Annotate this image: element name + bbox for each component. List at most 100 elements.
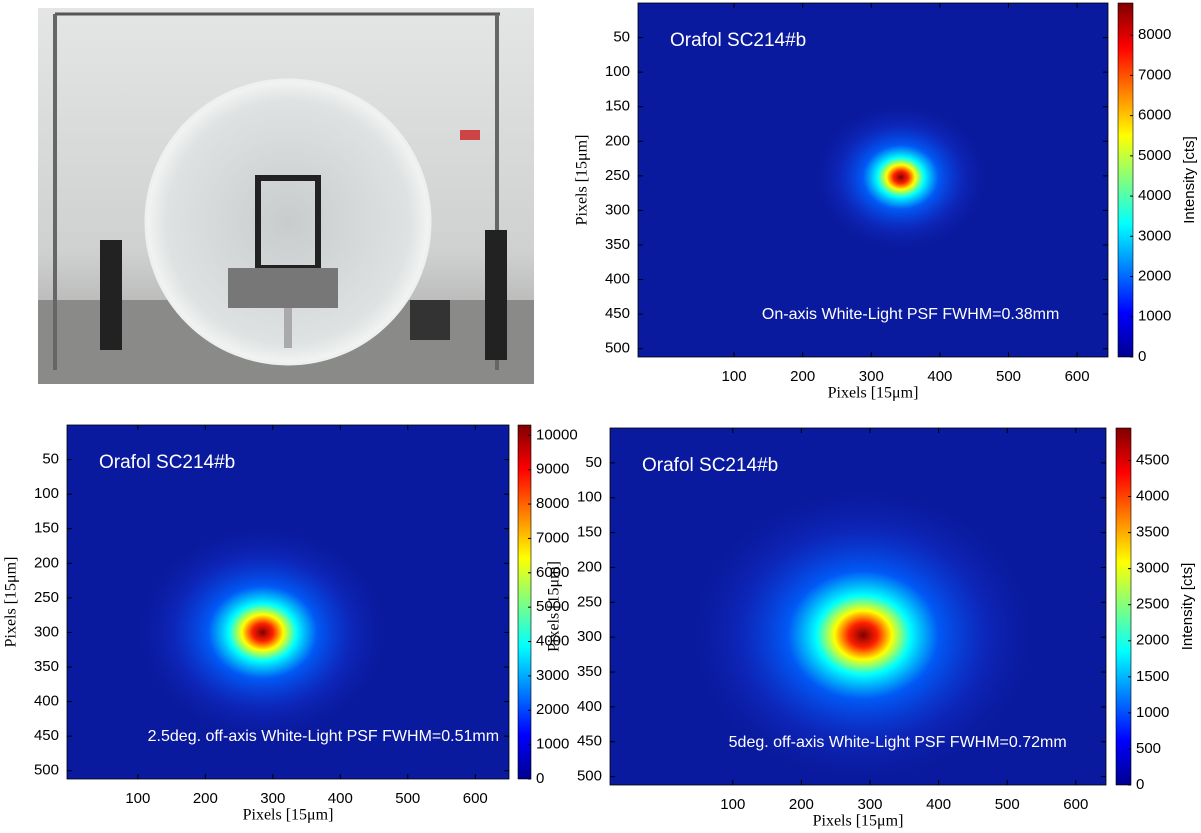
photo xyxy=(38,8,534,384)
psf-spot xyxy=(811,101,991,254)
y-tick-label: 150 xyxy=(605,98,630,115)
y-tick-label: 250 xyxy=(605,167,630,184)
y-tick-label: 400 xyxy=(577,698,602,715)
figure: 1002003004005006005010015020025030035040… xyxy=(0,0,1201,833)
colorbar-tick-label: 7000 xyxy=(536,529,569,546)
colorbar-tick-label: 4500 xyxy=(1136,451,1169,468)
colorbar-tick-label: 2000 xyxy=(1136,632,1169,649)
x-tick-label: 200 xyxy=(193,790,218,807)
annotation-note: On-axis White-Light PSF FWHM=0.38mm xyxy=(762,306,1059,323)
x-tick-label: 200 xyxy=(790,368,815,385)
x-tick-label: 600 xyxy=(463,790,488,807)
y-tick-label: 250 xyxy=(34,589,59,606)
colorbar-tick-label: 1500 xyxy=(1136,668,1169,685)
y-tick-label: 500 xyxy=(34,762,59,779)
colorbar-tick-label: 3000 xyxy=(536,667,569,684)
heatmap-panel: 100 200 300 400 500 600 50 100 150 200 250 300 350 40… xyxy=(574,3,1198,402)
colorbar-tick-label: 1000 xyxy=(1136,704,1169,721)
colorbar-tick-label: 500 xyxy=(1136,740,1161,757)
colorbar-tick-label: 2000 xyxy=(1138,268,1171,285)
x-tick-label: 300 xyxy=(857,796,882,813)
y-tick-label: 100 xyxy=(577,489,602,506)
annotation: Orafol SC214#b xyxy=(642,455,778,476)
page: {"chart_data": [ {"type": "heatmap", "an… xyxy=(0,0,1201,833)
y-tick-label: 100 xyxy=(34,485,59,502)
colorbar-tick-label: 0 xyxy=(1136,776,1144,793)
y-tick-label: 450 xyxy=(577,733,602,750)
y-tick-label: 400 xyxy=(605,271,630,288)
annotation: Orafol SC214#b xyxy=(99,452,235,473)
plot-area xyxy=(811,101,991,254)
x-tick-label: 600 xyxy=(1065,368,1090,385)
x-axis-label: Pixels [15μm] xyxy=(243,807,334,824)
colorbar-tick-label: 0 xyxy=(1138,348,1146,365)
annotation-note: 2.5deg. off-axis White-Light PSF FWHM=0.… xyxy=(148,728,499,745)
colorbar-tick-label: 1000 xyxy=(536,736,569,753)
x-tick-label: 300 xyxy=(260,790,285,807)
colorbar-tick-label: 6000 xyxy=(1138,107,1171,124)
x-axis-label: Pixels [15μm] xyxy=(828,385,919,402)
y-tick-label: 200 xyxy=(577,558,602,575)
colorbar-tick-label: 8000 xyxy=(1138,26,1171,43)
colorbar xyxy=(1118,3,1133,357)
colorbar xyxy=(1116,428,1131,785)
psf-spot xyxy=(133,522,393,743)
plot-area xyxy=(133,522,393,743)
x-tick-label: 100 xyxy=(722,368,747,385)
y-tick-label: 350 xyxy=(34,658,59,675)
heatmap-panel: 100 200 300 400 500 600 50 100 150 200 250 300 350 40… xyxy=(3,425,578,824)
colorbar-tick-label: 0 xyxy=(536,770,544,787)
y-tick-label: 200 xyxy=(605,132,630,149)
heatmap-panel: 100 200 300 400 500 600 50 100 150 200 250 300 350 40… xyxy=(546,428,1196,830)
y-tick-label: 500 xyxy=(605,340,630,357)
x-tick-label: 400 xyxy=(926,796,951,813)
y-tick-label: 300 xyxy=(577,628,602,645)
colorbar-tick-label: 4000 xyxy=(1138,187,1171,204)
colorbar-tick-label: 1000 xyxy=(1138,308,1171,325)
x-tick-label: 500 xyxy=(996,368,1021,385)
x-tick-label: 100 xyxy=(720,796,745,813)
y-tick-label: 350 xyxy=(577,663,602,680)
annotation: Orafol SC214#b xyxy=(670,30,806,51)
annotation-note: 5deg. off-axis White-Light PSF FWHM=0.72… xyxy=(729,734,1067,751)
y-tick-label: 200 xyxy=(34,554,59,571)
y-tick-label: 50 xyxy=(613,29,630,46)
y-tick-label: 150 xyxy=(577,524,602,541)
y-tick-label: 450 xyxy=(34,727,59,744)
x-tick-label: 600 xyxy=(1063,796,1088,813)
colorbar-tick-label: 9000 xyxy=(536,461,569,478)
x-tick-label: 500 xyxy=(995,796,1020,813)
colorbar-tick-label: 4000 xyxy=(1136,487,1169,504)
y-tick-label: 50 xyxy=(42,451,59,468)
colorbar-tick-label: 3000 xyxy=(1136,560,1169,577)
x-tick-label: 300 xyxy=(859,368,884,385)
x-tick-label: 400 xyxy=(927,368,952,385)
y-tick-label: 100 xyxy=(605,63,630,80)
colorbar xyxy=(518,425,531,779)
y-tick-label: 400 xyxy=(34,693,59,710)
colorbar-tick-label: 7000 xyxy=(1138,66,1171,83)
colorbar-tick-label: 5000 xyxy=(1138,147,1171,164)
y-tick-label: 300 xyxy=(34,623,59,640)
y-tick-label: 250 xyxy=(577,593,602,610)
x-tick-label: 200 xyxy=(789,796,814,813)
colorbar-label: Intensity [cts] xyxy=(1179,563,1196,651)
y-tick-label: 50 xyxy=(585,454,602,471)
x-tick-label: 400 xyxy=(328,790,353,807)
x-tick-label: 500 xyxy=(395,790,420,807)
colorbar-tick-label: 10000 xyxy=(536,426,578,443)
y-tick-label: 300 xyxy=(605,201,630,218)
colorbar-tick-label: 3000 xyxy=(1138,227,1171,244)
colorbar-label: Intensity [cts] xyxy=(1181,136,1198,224)
colorbar-tick-label: 2500 xyxy=(1136,596,1169,613)
y-axis-label: Pixels [15μm] xyxy=(574,135,591,226)
x-tick-label: 100 xyxy=(125,790,150,807)
y-tick-label: 450 xyxy=(605,305,630,322)
colorbar-tick-label: 2000 xyxy=(536,701,569,718)
colorbar-tick-label: 8000 xyxy=(536,495,569,512)
y-tick-label: 350 xyxy=(605,236,630,253)
y-axis-label: Pixels [15μm] xyxy=(546,561,563,652)
y-tick-label: 150 xyxy=(34,520,59,537)
x-axis-label: Pixels [15μm] xyxy=(813,813,904,830)
y-tick-label: 500 xyxy=(577,768,602,785)
